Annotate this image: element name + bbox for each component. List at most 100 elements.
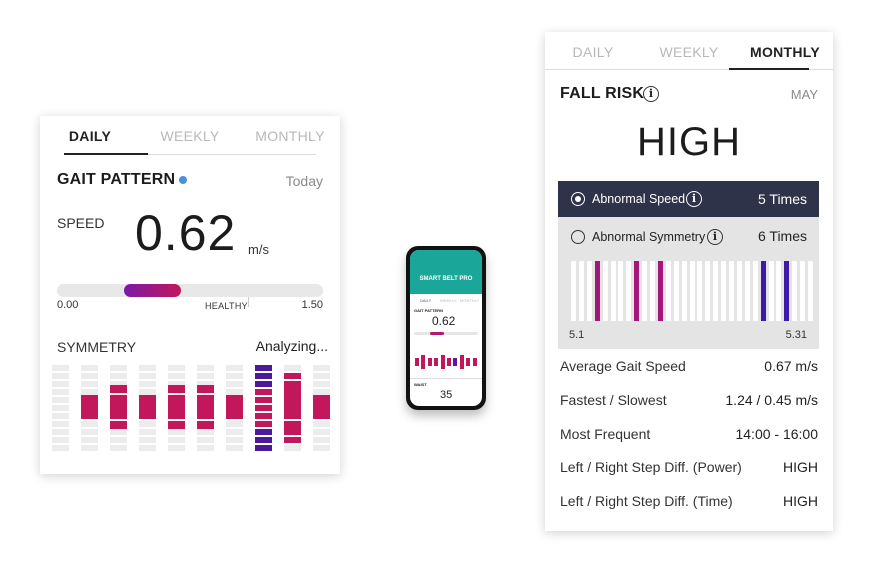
- tab-daily[interactable]: DAILY: [68, 128, 112, 144]
- stat-step-diff-time: Left / Right Step Diff. (Time) HIGH: [560, 493, 818, 513]
- speed-scale-track: [57, 284, 323, 297]
- tab-monthly[interactable]: MONTHLY: [749, 44, 821, 60]
- phone-mockup: SMART BELT PRO DAILY WEEKLY MONTHLY GAIT…: [406, 246, 486, 410]
- symmetry-segment: [255, 421, 272, 427]
- stat-label: Average Gait Speed: [560, 358, 686, 374]
- tab-weekly[interactable]: WEEKLY: [160, 128, 220, 144]
- info-icon[interactable]: i: [643, 86, 659, 102]
- phone-symmetry-bar: [453, 358, 458, 366]
- phone-app-title: SMART BELT PRO: [419, 276, 473, 282]
- symmetry-stripe: [197, 365, 214, 371]
- symmetry-stripe: [284, 445, 301, 451]
- symmetry-column: [52, 365, 69, 451]
- symmetry-segment: [284, 437, 301, 443]
- symmetry-stripe: [52, 373, 69, 379]
- symmetry-column: [284, 365, 301, 451]
- symmetry-column: [110, 365, 127, 451]
- symmetry-column: [226, 365, 243, 451]
- symmetry-column: [255, 365, 272, 451]
- period-label: MAY: [790, 87, 818, 102]
- period-tabs: DAILY WEEKLY MONTHLY: [40, 128, 340, 144]
- phone-screen: SMART BELT PRO DAILY WEEKLY MONTHLY GAIT…: [410, 250, 482, 406]
- symmetry-stripe: [139, 437, 156, 443]
- timeline-event-bar: [594, 261, 600, 321]
- symmetry-stripe: [52, 397, 69, 403]
- stat-value: 1.24 / 0.45 m/s: [725, 392, 818, 408]
- symmetry-stripe: [197, 437, 214, 443]
- symmetry-stripe: [110, 373, 127, 379]
- stat-value: 14:00 - 16:00: [735, 426, 818, 442]
- symmetry-stripe: [52, 437, 69, 443]
- timeline-day-bar: [697, 261, 703, 321]
- phone-symmetry-bar: [434, 358, 439, 366]
- timeline-day-bar: [744, 261, 750, 321]
- symmetry-stripe: [168, 445, 185, 451]
- timeline-day-bar: [586, 261, 592, 321]
- symmetry-segment: [284, 421, 301, 427]
- radio-selected[interactable]: [571, 192, 585, 206]
- timeline-day-bar: [792, 261, 798, 321]
- symmetry-stripe: [139, 421, 156, 427]
- radio-unselected[interactable]: [571, 230, 585, 244]
- timeline-day-bar: [578, 261, 584, 321]
- phone-symmetry-bar: [466, 358, 471, 366]
- stat-value: HIGH: [783, 493, 818, 509]
- symmetry-stripe: [139, 445, 156, 451]
- healthy-marker: [248, 297, 249, 307]
- symmetry-stripe: [52, 429, 69, 435]
- timeline-day-bar: [618, 261, 624, 321]
- symmetry-stripe: [81, 429, 98, 435]
- symmetry-segment: [284, 373, 301, 379]
- symmetry-column: [81, 365, 98, 451]
- symmetry-stripe: [226, 421, 243, 427]
- symmetry-segment: [168, 421, 185, 429]
- period-tabs: DAILY WEEKLY MONTHLY: [545, 44, 833, 60]
- timeline-day-bar: [776, 261, 782, 321]
- symmetry-segment: [284, 389, 301, 395]
- symmetry-stripe: [52, 365, 69, 371]
- tab-monthly[interactable]: MONTHLY: [255, 128, 325, 144]
- symmetry-segment: [255, 437, 272, 443]
- symmetry-stripe: [226, 445, 243, 451]
- abnormal-speed-label: Abnormal Speed: [592, 192, 686, 206]
- symmetry-stripe: [110, 429, 127, 435]
- active-tab-indicator: [729, 68, 809, 70]
- timeline-day-bar: [736, 261, 742, 321]
- symmetry-stripe: [110, 437, 127, 443]
- risk-level: HIGH: [637, 120, 741, 164]
- phone-tab-weekly: WEEKLY: [440, 298, 457, 303]
- count-value: 6: [757, 228, 766, 244]
- symmetry-segment: [197, 421, 214, 429]
- tab-weekly[interactable]: WEEKLY: [659, 44, 719, 60]
- count-unit: Times: [769, 191, 807, 207]
- symmetry-stripe: [52, 405, 69, 411]
- symmetry-stripe: [81, 445, 98, 451]
- symmetry-segment: [255, 381, 272, 387]
- info-icon[interactable]: i: [707, 229, 723, 245]
- symmetry-segment: [110, 385, 127, 393]
- symmetry-stripe: [168, 381, 185, 387]
- stat-value: 0.67 m/s: [764, 358, 818, 374]
- abnormal-speed-row[interactable]: Abnormal Speed i 5 Times: [558, 181, 819, 217]
- tab-daily[interactable]: DAILY: [572, 44, 614, 60]
- phone-symmetry-bar: [459, 355, 464, 369]
- symmetry-column: [139, 365, 156, 451]
- symmetry-stripe: [313, 389, 330, 395]
- symmetry-segment: [226, 395, 243, 419]
- speed-value: 0.62: [135, 205, 237, 261]
- period-label: Today: [285, 173, 323, 189]
- symmetry-stripe: [168, 429, 185, 435]
- symmetry-segment: [168, 385, 185, 393]
- phone-title: GAIT PATTERN: [414, 308, 443, 313]
- symmetry-stripe: [313, 437, 330, 443]
- timeline-event-bar: [784, 261, 790, 321]
- info-icon[interactable]: i: [686, 191, 702, 207]
- symmetry-stripe: [110, 445, 127, 451]
- timeline-day-bar: [626, 261, 632, 321]
- symmetry-stripe: [197, 445, 214, 451]
- symmetry-label: SYMMETRY: [57, 339, 137, 355]
- symmetry-column: [168, 365, 185, 451]
- card-title: GAIT PATTERN: [57, 171, 176, 188]
- symmetry-column: [197, 365, 214, 451]
- count-value: 5: [757, 191, 766, 207]
